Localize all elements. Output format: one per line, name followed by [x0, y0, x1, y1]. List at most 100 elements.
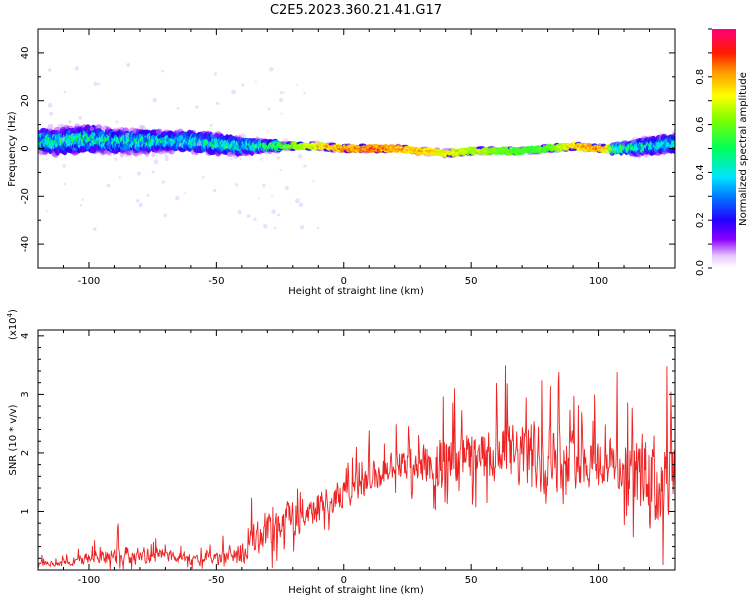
spectrogram-speckle	[163, 213, 168, 217]
spectrogram-speckle	[113, 157, 118, 161]
colorbar-tick-label: 0.4	[695, 164, 706, 180]
spectrogram-speckle	[239, 157, 242, 161]
spectrogram-cell	[103, 149, 109, 154]
spectrogram-speckle	[134, 131, 137, 134]
spectrogram-speckle	[48, 68, 52, 72]
spectrogram-speckle	[316, 142, 320, 145]
spectrogram-speckle	[106, 183, 111, 188]
spectrogram-speckle	[284, 186, 289, 190]
spectrogram-speckle	[68, 120, 72, 124]
spectrogram-speckle	[176, 107, 180, 110]
spectrogram-speckle	[303, 164, 307, 168]
spectrogram-speckle	[226, 152, 232, 157]
spectrogram-speckle	[295, 198, 300, 204]
spectrogram-speckle	[297, 154, 303, 159]
spectrogram-speckle	[152, 98, 157, 103]
spectrogram-speckle	[282, 91, 285, 94]
spectrogram-speckle	[195, 105, 199, 109]
spectrogram-cells	[38, 63, 675, 232]
spectrogram-speckle	[78, 115, 83, 120]
spectrogram-speckle	[74, 66, 80, 71]
spectrogram-speckle	[178, 144, 182, 148]
spectrogram-speckle	[230, 158, 233, 161]
spectrogram-speckle	[296, 83, 299, 86]
snr-xtick-label: -50	[208, 575, 224, 586]
spectrogram-speckle	[161, 180, 165, 184]
colorbar-tick-label: 0.8	[695, 69, 706, 85]
spectrogram-speckle	[153, 159, 159, 165]
spectrogram-speckle	[303, 91, 306, 95]
colorbar-gradient	[712, 29, 736, 268]
spectrogram-ytick-label: 40	[20, 47, 31, 60]
spectrogram-speckle	[93, 81, 98, 86]
figure-title: C2E5.2023.360.21.41.G17	[270, 3, 442, 18]
spectrogram-speckle	[299, 225, 305, 230]
spectrogram-speckle	[312, 179, 315, 182]
spectrogram-speckle	[81, 198, 84, 201]
spectrogram-speckle	[202, 175, 205, 179]
spectrogram-cell	[119, 150, 125, 158]
colorbar-tick-label: 0.0	[695, 260, 706, 276]
spectrogram-speckle	[276, 156, 280, 160]
spectrogram-cell	[168, 149, 172, 155]
spectrogram-xlabel: Height of straight line (km)	[288, 286, 424, 297]
spectrogram-speckle	[279, 91, 283, 95]
spectrogram-speckle	[254, 81, 257, 83]
snr-series-line	[38, 365, 675, 570]
spectrogram-speckle	[263, 223, 268, 229]
spectrogram-cell	[140, 125, 146, 132]
spectrogram-speckle	[47, 102, 53, 108]
spectrogram-speckle	[151, 154, 155, 158]
spectrogram-speckle	[209, 123, 213, 127]
spectrogram-speckle	[89, 126, 95, 132]
spectrogram-speckle	[279, 98, 284, 103]
spectrogram-speckle	[196, 141, 202, 147]
spectrogram-speckle	[184, 192, 187, 195]
spectrogram-speckle	[138, 202, 143, 208]
spectrogram-speckle	[126, 63, 131, 67]
colorbar-ticks: 0.0 0.2 0.4 0.6 0.8	[695, 28, 712, 276]
spectrogram-speckle	[283, 138, 289, 143]
snr-ytick-label: 3	[20, 391, 31, 397]
snr-xtick-label: 100	[589, 575, 608, 586]
spectrogram-ylabel: Frequency (Hz)	[7, 111, 18, 187]
colorbar: 0.0 0.2 0.4 0.6 0.8 Normalized spectral ampl…	[695, 28, 749, 276]
spectrogram-speckle	[213, 72, 218, 76]
spectrogram-speckle	[257, 197, 260, 200]
spectrogram-speckle	[124, 133, 130, 138]
spectrogram-speckle	[146, 194, 150, 197]
spectrogram-speckle	[262, 183, 266, 188]
snr-xtick-label: -100	[78, 575, 101, 586]
snr-xlabel: Height of straight line (km)	[288, 585, 424, 596]
spectrogram-ytick-label: -40	[20, 236, 31, 252]
spectrogram-speckle	[118, 176, 121, 179]
spectrogram-speckle	[241, 83, 245, 87]
snr-ytick-label: 4	[20, 333, 31, 339]
snr-scale-label: (x104)	[6, 309, 19, 340]
spectrogram-speckle	[253, 217, 257, 222]
spectrogram-ytick-label: 0	[20, 145, 31, 151]
spectrogram-cell	[226, 152, 235, 157]
spectrogram-speckle	[175, 195, 180, 201]
spectrogram-speckle	[246, 214, 251, 219]
spectrogram-speckle	[279, 168, 282, 172]
spectrogram-speckle	[60, 136, 66, 141]
spectrogram-speckle	[115, 120, 119, 124]
spectrogram-speckle	[62, 164, 66, 168]
spectrogram-speckle	[316, 227, 320, 230]
spectrogram-speckle	[298, 202, 304, 208]
spectrogram-cell	[123, 151, 132, 157]
spectrogram-speckle	[137, 171, 141, 176]
colorbar-tick-label: 0.2	[695, 212, 706, 228]
spectrogram-speckle	[63, 182, 67, 186]
spectrogram-speckle	[45, 157, 48, 160]
spectrogram-speckle	[95, 124, 101, 129]
spectrogram-speckle	[225, 146, 229, 149]
spectrogram-cell	[112, 128, 118, 133]
spectrogram-cell	[100, 149, 105, 156]
spectrogram-cell	[106, 151, 112, 156]
spectrogram-ytick-label: 20	[20, 94, 31, 107]
spectrogram-cell	[94, 124, 103, 131]
spectrogram-xtick-label: 100	[589, 276, 608, 287]
